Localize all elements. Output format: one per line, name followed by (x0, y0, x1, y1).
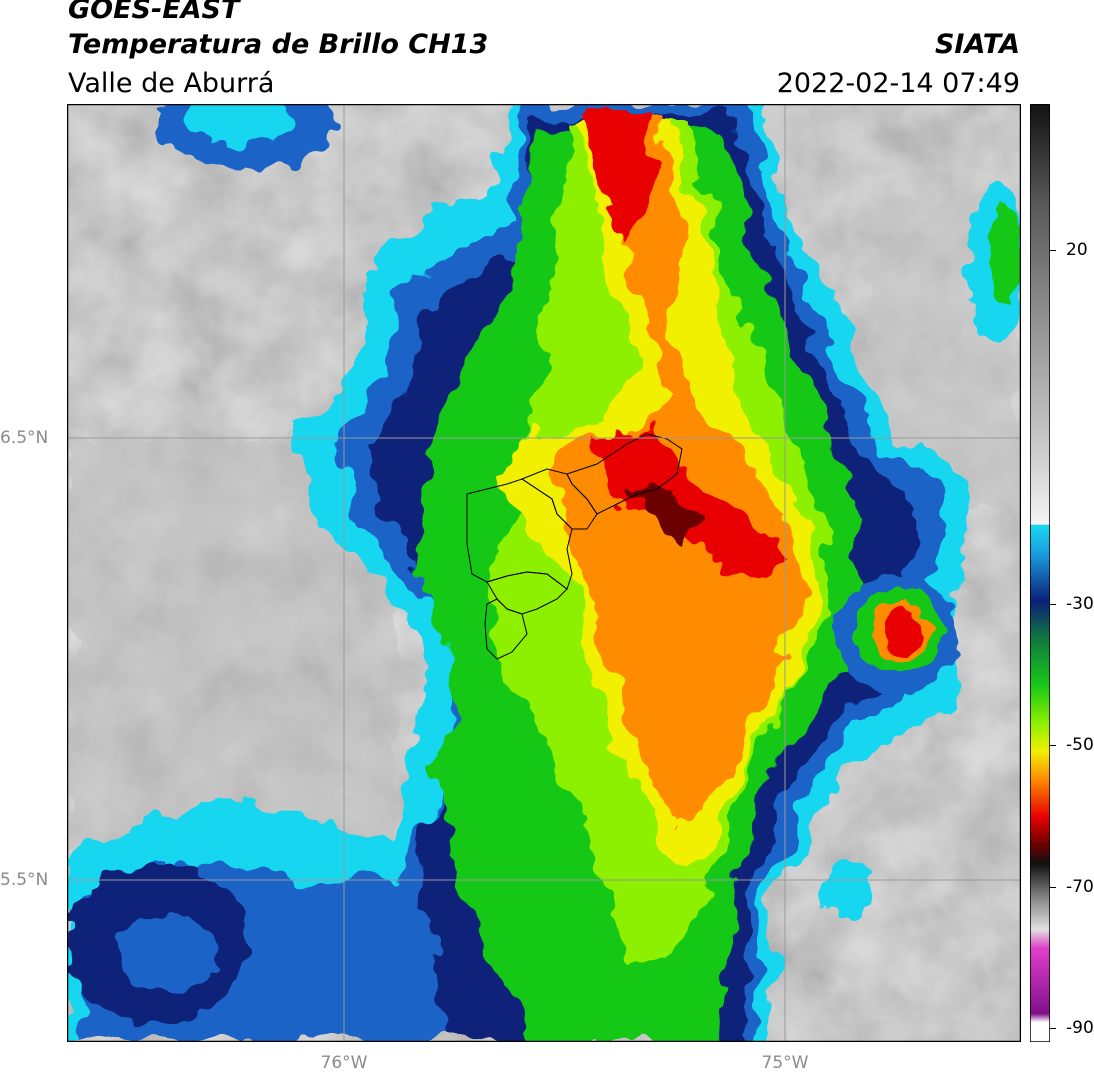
colorbar-tick-m30: -30 (1066, 594, 1094, 614)
colorbar-tick-m90: -90 (1066, 1018, 1094, 1038)
timestamp: 2022-02-14 07:49 (776, 68, 1020, 99)
colorbar (1030, 104, 1050, 1042)
colorbar-tickmark-m30 (1050, 604, 1056, 605)
lon-label-76: 76°W (320, 1053, 368, 1073)
colorbar-tick-m70: -70 (1066, 877, 1094, 897)
colorbar-tickmark-20 (1050, 250, 1056, 251)
lat-label-5.5: 5.5°N (0, 870, 49, 890)
brand-label: SIATA (934, 29, 1020, 60)
lon-label-75: 75°W (761, 1053, 809, 1073)
patch-sw-inner (117, 914, 217, 994)
boundary-west (466, 478, 573, 590)
boundary-south-tip (484, 598, 528, 660)
contour-darkred (627, 484, 697, 544)
east-cell (837, 574, 957, 694)
patch-ne-inner (991, 204, 1021, 304)
map-frame (67, 104, 1021, 1042)
brightness-temperature-map (67, 104, 1021, 1042)
colorbar-tickmark-m70 (1050, 887, 1056, 888)
colorbar-tickmark-m90 (1050, 1028, 1056, 1029)
product-title: Temperatura de Brillo CH13 (68, 29, 489, 60)
lat-label-6.5: 6.5°N (0, 428, 49, 448)
satellite-name: GOES-EAST (68, 0, 240, 25)
colorbar-tick-m50: -50 (1066, 735, 1094, 755)
colorbar-tick-20: 20 (1066, 240, 1088, 260)
scattered-patches (67, 104, 1021, 1024)
colorbar-tickmark-m50 (1050, 745, 1056, 746)
contour-red (587, 114, 787, 584)
municipality-boundaries (466, 433, 683, 660)
region-name: Valle de Aburrá (68, 68, 275, 99)
patch-nw-inner (182, 104, 292, 144)
graticule (67, 104, 1021, 1042)
east-cell-red (883, 608, 923, 652)
storm-system (67, 104, 972, 1042)
colorbar-gradient (1030, 104, 1050, 1042)
patch-se (822, 859, 872, 919)
